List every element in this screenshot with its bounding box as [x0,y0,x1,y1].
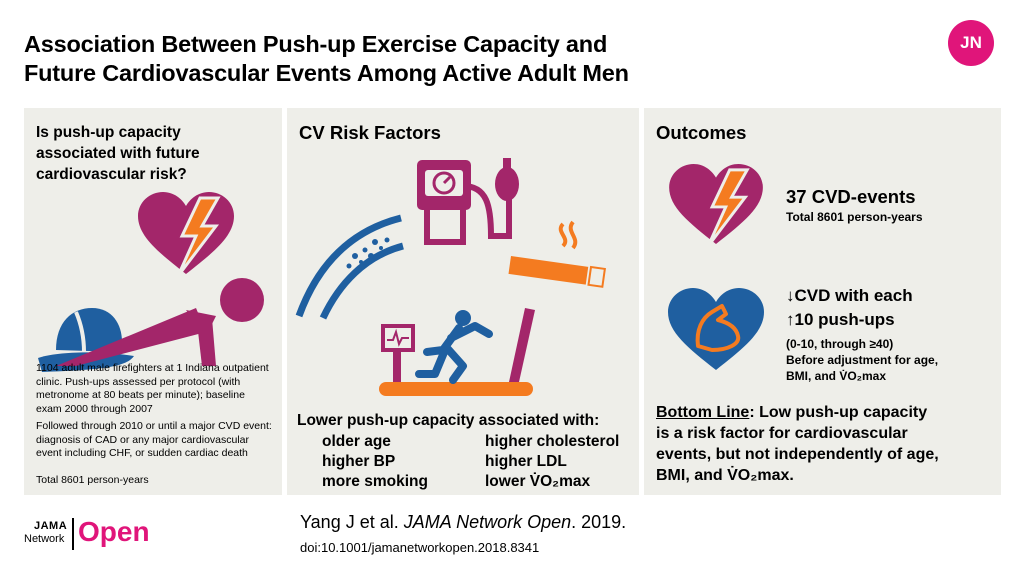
cvd-adjustment-1: Before adjustment for age, [786,353,939,367]
cvd-adjustment-2: BMI, and V̇O₂max [786,369,887,383]
blood-pressure-monitor-icon [417,158,519,245]
methods-text: 1104 adult male firefighters at 1 Indian… [36,362,276,416]
risk-item: higher LDL [485,453,567,470]
title-line-2: Future Cardiovascular Events Among Activ… [24,60,629,86]
logo-divider [72,518,74,550]
methods-line: 1104 adult male firefighters at 1 Indian… [36,362,269,374]
cvd-line-1: ↓CVD with each [786,286,913,305]
cvd-detail: (0-10, through ≥40) Before adjustment fo… [786,336,938,384]
artery-plaque-icon [295,214,404,320]
question-line-3: cardiovascular risk? [36,166,187,183]
bottom-line-text-3: events, but not independently of age, [656,446,939,463]
risk-item: lower V̇O₂max [485,473,591,490]
cvd-events-subtext: Total 8601 person-years [786,210,923,224]
followup-line: diagnosis of CAD or any major cardiovasc… [36,433,250,446]
cvd-range: (0-10, through ≥40) [786,337,894,351]
risk-item: higher cholesterol [485,433,620,450]
broken-heart-icon [138,192,234,277]
page-title: Association Between Push-up Exercise Cap… [24,30,924,88]
citation-authors: Yang J et al. [300,512,404,532]
bottom-line-label: Bottom Line [656,404,750,421]
bottom-line-text-1: : Low push-up capacity [749,404,928,421]
methods-line: metronome at 80 beats per minute); basel… [36,389,245,401]
followup-text: Followed through 2010 or until a major C… [36,420,276,461]
push-up-person-icon [56,278,264,366]
outcomes-panel: Outcomes 37 CVD-events Total 8601 person… [644,108,1001,495]
cigarette-icon [508,220,606,288]
risk-list-left: older age higher BP more smoking [322,432,428,492]
methods-line: exam 2000 through 2007 [36,402,153,415]
cvd-line-2: ↑10 push-ups [786,310,895,329]
question-line-2: associated with future [36,145,200,162]
bottom-line: Bottom Line: Low push-up capacity is a r… [656,402,939,486]
jn-logo: JN [948,20,994,66]
firefighter-helmet-icon [38,308,134,372]
risk-list-right: higher cholesterol higher LDL lower V̇O₂… [485,432,619,492]
flexed-arm-heart-icon [668,288,764,370]
risk-item: more smoking [322,473,428,490]
study-question: Is push-up capacity associated with futu… [36,122,266,185]
outcomes-heading: Outcomes [656,122,747,143]
association-heading: Lower push-up capacity associated with: [297,412,600,429]
logo-open: Open [78,516,150,547]
citation-year: . 2019. [571,512,627,532]
risk-factors-panel: CV Risk Factors [287,108,639,495]
methods-line: clinic. Push-ups assessed per protocol (… [36,375,241,388]
doi: doi:10.1001/jamanetworkopen.2018.8341 [300,540,540,555]
risk-item: older age [322,433,391,450]
total-person-years: Total 8601 person-years [36,474,149,486]
bottom-line-text-4: BMI, and V̇O₂max. [656,467,794,484]
risk-factors-heading: CV Risk Factors [299,122,441,143]
question-line-1: Is push-up capacity [36,124,181,141]
cvd-events-value: 37 CVD-events [786,186,916,207]
followup-line: Followed through 2010 or until a major C… [36,420,272,432]
study-question-panel: Is push-up capacity associated with futu… [24,108,282,495]
logo-jama: JAMA [34,520,68,532]
broken-heart-icon [669,164,763,247]
title-line-1: Association Between Push-up Exercise Cap… [24,31,608,57]
treadmill-runner-icon [379,308,535,396]
followup-line: event including CHF, or sudden cardiac d… [36,447,248,459]
citation: Yang J et al. JAMA Network Open. 2019. [300,512,626,533]
citation-journal: JAMA Network Open [403,512,572,532]
risk-item: higher BP [322,453,396,470]
jama-network-open-logo: JAMA Network Open [24,516,174,558]
logo-network: Network [24,533,65,545]
bottom-line-text-2: is a risk factor for cardiovascular [656,425,908,442]
